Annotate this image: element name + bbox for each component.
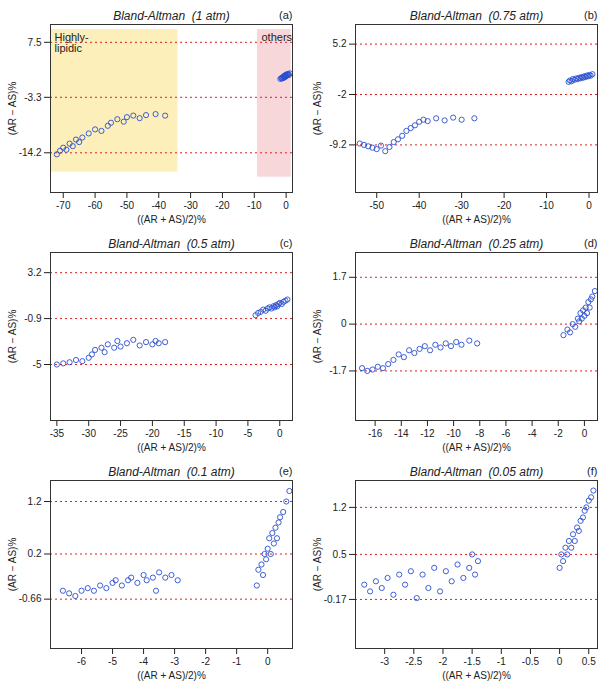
svg-text:-8: -8 bbox=[475, 428, 484, 439]
svg-text:-3: -3 bbox=[380, 656, 389, 667]
svg-text:7.5: 7.5 bbox=[28, 37, 42, 48]
svg-text:(a): (a) bbox=[279, 9, 292, 21]
svg-text:((AR + AS)/2)%: ((AR + AS)/2)% bbox=[137, 214, 206, 225]
svg-text:((AR + AS)/2)%: ((AR + AS)/2)% bbox=[137, 670, 206, 681]
svg-text:0: 0 bbox=[277, 428, 283, 439]
svg-text:(f): (f) bbox=[587, 465, 597, 477]
svg-text:3.2: 3.2 bbox=[28, 267, 42, 278]
svg-text:-50: -50 bbox=[370, 200, 385, 211]
svg-text:-0.5: -0.5 bbox=[522, 656, 540, 667]
svg-text:-12: -12 bbox=[420, 428, 435, 439]
svg-text:-14.2: -14.2 bbox=[19, 147, 42, 158]
svg-text:((AR + AS)/2)%: ((AR + AS)/2)% bbox=[442, 442, 511, 453]
svg-text:Bland-Altman (0.5 atm): Bland-Altman (0.5 atm) bbox=[108, 237, 235, 251]
svg-text:-25: -25 bbox=[113, 428, 128, 439]
svg-text:-30: -30 bbox=[454, 200, 469, 211]
svg-text:-2.5: -2.5 bbox=[405, 656, 423, 667]
svg-text:0.2: 0.2 bbox=[28, 548, 42, 559]
svg-text:1.2: 1.2 bbox=[333, 502, 347, 513]
svg-text:-4: -4 bbox=[528, 428, 537, 439]
svg-text:(d): (d) bbox=[584, 237, 597, 249]
svg-text:Bland-Altman (0.75 atm): Bland-Altman (0.75 atm) bbox=[410, 9, 543, 23]
svg-text:Bland-Altman (1 atm): Bland-Altman (1 atm) bbox=[113, 9, 230, 23]
svg-text:-2: -2 bbox=[439, 656, 448, 667]
svg-text:((AR + AS)/2)%: ((AR + AS)/2)% bbox=[442, 214, 511, 225]
svg-text:0: 0 bbox=[341, 318, 347, 329]
svg-text:-2: -2 bbox=[201, 656, 210, 667]
svg-text:(AR − AS)%: (AR − AS)% bbox=[312, 82, 323, 136]
svg-text:-6: -6 bbox=[501, 428, 510, 439]
svg-text:-1: -1 bbox=[497, 656, 506, 667]
svg-text:Bland-Altman (0.05 atm): Bland-Altman (0.05 atm) bbox=[410, 465, 543, 479]
svg-text:5.2: 5.2 bbox=[333, 38, 347, 49]
svg-text:0.5: 0.5 bbox=[582, 656, 596, 667]
svg-text:-40: -40 bbox=[152, 200, 167, 211]
svg-text:-15: -15 bbox=[177, 428, 192, 439]
svg-text:0: 0 bbox=[265, 656, 271, 667]
svg-text:(AR − AS)%: (AR − AS)% bbox=[7, 310, 18, 364]
svg-text:-16: -16 bbox=[368, 428, 383, 439]
svg-text:Bland-Altman (0.1 atm): Bland-Altman (0.1 atm) bbox=[108, 465, 235, 479]
svg-text:-3.3: -3.3 bbox=[24, 92, 42, 103]
svg-text:0.5: 0.5 bbox=[333, 549, 347, 560]
svg-text:-5: -5 bbox=[108, 656, 117, 667]
svg-text:-10: -10 bbox=[446, 428, 461, 439]
svg-text:((AR + AS)/2)%: ((AR + AS)/2)% bbox=[137, 442, 206, 453]
svg-text:(AR − AS)%: (AR − AS)% bbox=[312, 310, 323, 364]
svg-text:-1: -1 bbox=[232, 656, 241, 667]
svg-text:-5: -5 bbox=[33, 359, 42, 370]
svg-text:-2: -2 bbox=[338, 89, 347, 100]
svg-text:1.7: 1.7 bbox=[333, 271, 347, 282]
svg-text:(c): (c) bbox=[280, 237, 293, 249]
svg-text:(b): (b) bbox=[584, 9, 597, 21]
svg-text:-35: -35 bbox=[50, 428, 65, 439]
svg-text:-1.5: -1.5 bbox=[464, 656, 482, 667]
svg-text:-40: -40 bbox=[412, 200, 427, 211]
svg-text:-10: -10 bbox=[247, 200, 262, 211]
svg-text:Highly-lipidic: Highly-lipidic bbox=[55, 31, 90, 54]
svg-text:0: 0 bbox=[557, 656, 563, 667]
svg-text:Bland-Altman (0.25 atm): Bland-Altman (0.25 atm) bbox=[410, 237, 543, 251]
svg-text:-10: -10 bbox=[209, 428, 224, 439]
svg-text:0: 0 bbox=[586, 200, 592, 211]
svg-text:others: others bbox=[261, 31, 292, 43]
svg-text:-20: -20 bbox=[145, 428, 160, 439]
svg-text:1.2: 1.2 bbox=[28, 496, 42, 507]
svg-text:-5: -5 bbox=[243, 428, 252, 439]
svg-text:-50: -50 bbox=[120, 200, 135, 211]
svg-text:-0.17: -0.17 bbox=[324, 594, 347, 605]
svg-text:-30: -30 bbox=[183, 200, 198, 211]
svg-text:-6: -6 bbox=[77, 656, 86, 667]
svg-text:(e): (e) bbox=[279, 465, 292, 477]
svg-text:-30: -30 bbox=[81, 428, 96, 439]
svg-text:-0.9: -0.9 bbox=[24, 313, 42, 324]
svg-text:-14: -14 bbox=[394, 428, 409, 439]
svg-text:0: 0 bbox=[283, 200, 289, 211]
svg-text:-20: -20 bbox=[215, 200, 230, 211]
svg-text:(AR − AS)%: (AR − AS)% bbox=[7, 538, 18, 592]
svg-text:-2: -2 bbox=[554, 428, 563, 439]
svg-text:-4: -4 bbox=[139, 656, 148, 667]
svg-text:((AR + AS)/2)%: ((AR + AS)/2)% bbox=[442, 670, 511, 681]
svg-text:(AR − AS)%: (AR − AS)% bbox=[7, 82, 18, 136]
svg-text:-70: -70 bbox=[56, 200, 71, 211]
svg-text:-1.7: -1.7 bbox=[329, 365, 347, 376]
svg-text:-20: -20 bbox=[497, 200, 512, 211]
svg-text:-60: -60 bbox=[88, 200, 103, 211]
svg-text:-10: -10 bbox=[539, 200, 554, 211]
svg-text:(AR − AS)%: (AR − AS)% bbox=[312, 538, 323, 592]
svg-text:0: 0 bbox=[582, 428, 588, 439]
svg-text:-3: -3 bbox=[170, 656, 179, 667]
svg-text:-9.2: -9.2 bbox=[329, 139, 347, 150]
svg-text:-0.66: -0.66 bbox=[19, 593, 42, 604]
